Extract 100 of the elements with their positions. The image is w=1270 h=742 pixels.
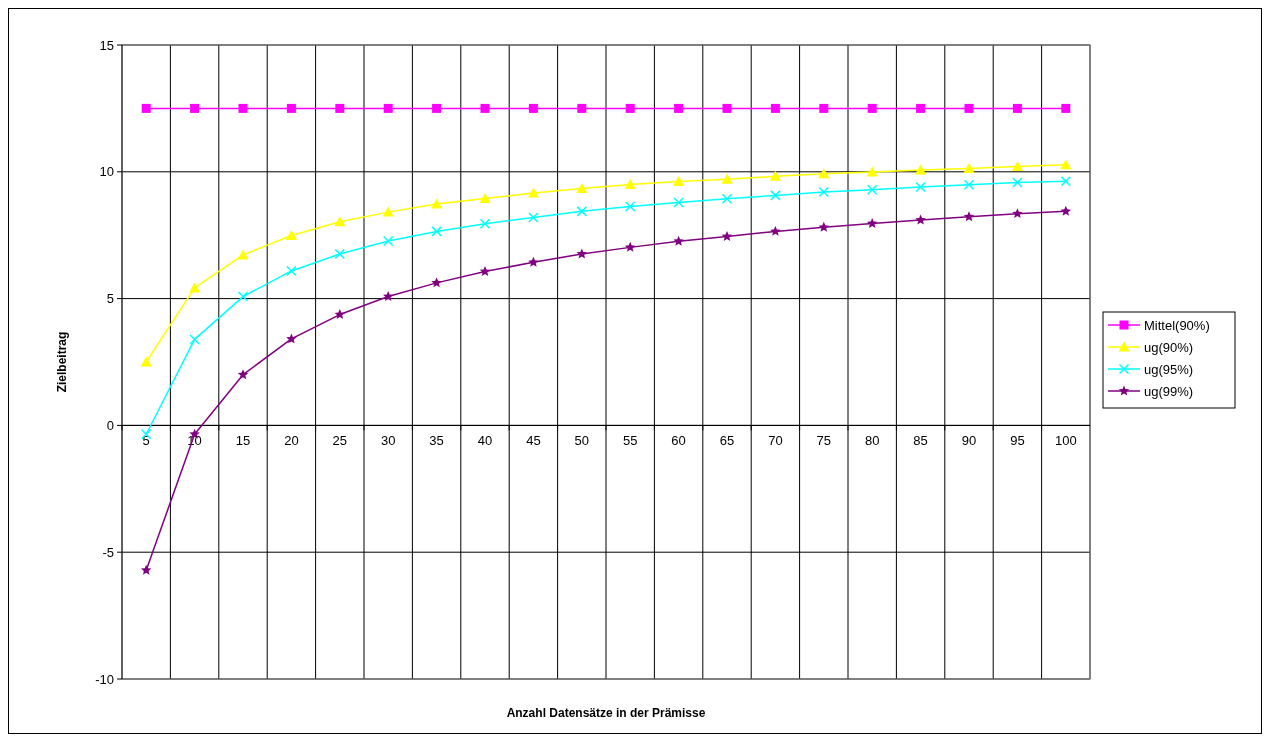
- point: [624, 201, 636, 212]
- point: [673, 197, 684, 208]
- y-tick-label: -10: [95, 671, 114, 687]
- x-tick-label: 90: [961, 433, 977, 449]
- x-tick-label: 5: [142, 433, 150, 449]
- x-tick-label: 45: [526, 433, 541, 449]
- x-tick-label: 60: [671, 433, 686, 449]
- y-tick-label: 10: [99, 164, 114, 180]
- point: [866, 218, 878, 228]
- x-tick-label: 75: [816, 433, 832, 449]
- point: [576, 206, 588, 217]
- x-tick-label: 15: [235, 433, 251, 449]
- point: [721, 230, 733, 241]
- point: [770, 225, 781, 236]
- point: [769, 170, 781, 181]
- point: [770, 190, 781, 201]
- point: [237, 249, 249, 260]
- point: [431, 277, 442, 288]
- point: [431, 226, 442, 237]
- x-tick-label: 40: [477, 433, 493, 449]
- x-tick-label: 55: [622, 433, 638, 449]
- x-tick-label: 50: [574, 433, 590, 449]
- point: [1061, 103, 1071, 113]
- point: [528, 256, 539, 267]
- point: [963, 211, 975, 222]
- point: [286, 265, 297, 277]
- point: [964, 103, 974, 113]
- point: [480, 103, 490, 113]
- point: [818, 168, 830, 179]
- y-tick-label: 15: [99, 37, 114, 53]
- legend-label: ug(99%): [1144, 383, 1194, 399]
- point: [190, 103, 200, 113]
- point: [334, 309, 346, 320]
- x-tick-label: 30: [380, 433, 396, 449]
- point: [479, 265, 491, 276]
- point: [624, 241, 636, 252]
- point: [867, 103, 877, 113]
- y-tick-label: 5: [106, 291, 114, 307]
- y-tick-label: 0: [106, 417, 114, 433]
- point: [189, 282, 201, 293]
- x-tick-label: 100: [1054, 433, 1077, 449]
- point: [431, 198, 443, 209]
- point: [1060, 159, 1072, 170]
- point: [1060, 175, 1072, 187]
- x-tick-label: 85: [913, 433, 928, 449]
- x-tick-label: 95: [1010, 433, 1025, 449]
- point: [673, 175, 685, 186]
- point: [866, 166, 878, 177]
- point: [963, 163, 975, 173]
- point: [576, 248, 588, 259]
- point: [479, 218, 491, 230]
- point: [624, 178, 636, 189]
- point: [527, 187, 539, 198]
- point: [1012, 208, 1023, 219]
- point: [286, 333, 297, 344]
- point: [576, 183, 588, 194]
- point: [335, 103, 345, 113]
- legend-label: Mittel(90%): [1144, 317, 1210, 333]
- point: [625, 103, 635, 113]
- x-tick-label: 35: [429, 433, 444, 449]
- point: [238, 103, 248, 113]
- point: [916, 103, 926, 113]
- point: [382, 291, 394, 302]
- point: [382, 206, 394, 217]
- point: [140, 356, 152, 367]
- point: [722, 103, 732, 113]
- point: [528, 103, 538, 113]
- y-tick-label: -5: [102, 544, 114, 560]
- legend-label: ug(95%): [1144, 361, 1194, 377]
- point: [334, 216, 346, 227]
- x-tick-label: 70: [768, 433, 783, 449]
- point: [915, 214, 926, 225]
- point: [189, 334, 200, 345]
- point: [819, 103, 829, 113]
- point: [237, 369, 249, 380]
- point: [479, 192, 491, 203]
- point: [285, 229, 297, 240]
- x-tick-label: 20: [284, 433, 299, 449]
- point: [673, 235, 684, 246]
- x-tick-label: 25: [332, 433, 348, 449]
- point: [286, 103, 296, 113]
- point: [432, 103, 442, 113]
- legend-label: ug(90%): [1144, 339, 1194, 355]
- point: [237, 291, 249, 302]
- point: [1012, 177, 1023, 188]
- point: [1012, 103, 1022, 113]
- point: [141, 103, 151, 113]
- point: [721, 193, 733, 204]
- point: [577, 103, 587, 113]
- x-axis-title: Anzahl Datensätze in der Prämisse: [506, 706, 706, 720]
- point: [674, 103, 684, 113]
- point: [140, 564, 152, 575]
- point: [915, 181, 926, 193]
- point: [383, 103, 393, 113]
- point: [334, 248, 346, 260]
- point: [721, 173, 733, 184]
- point: [915, 164, 927, 175]
- point: [866, 184, 878, 196]
- point: [382, 235, 394, 247]
- x-tick-label: 65: [719, 433, 735, 449]
